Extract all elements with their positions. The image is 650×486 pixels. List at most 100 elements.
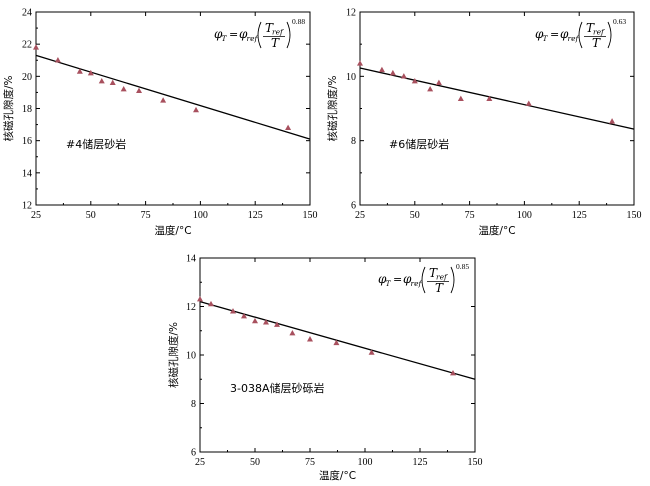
formula-numerator-sub: ref xyxy=(436,273,448,282)
data-point xyxy=(400,73,407,79)
formula-rhs-sub: ref xyxy=(568,34,580,43)
data-point xyxy=(450,369,456,376)
data-point xyxy=(252,317,258,324)
data-point xyxy=(368,349,375,355)
x-tick-label: 75 xyxy=(465,210,475,221)
data-point xyxy=(120,86,127,92)
y-tick-label: 22 xyxy=(22,40,32,51)
panel-label: 3-038A储层砂砾岩 xyxy=(230,381,325,395)
y-tick-label: 10 xyxy=(186,351,196,362)
data-point xyxy=(160,97,167,103)
data-point xyxy=(285,124,292,130)
data-point xyxy=(389,69,396,76)
data-point xyxy=(333,339,340,346)
x-axis-label: 温度/°C xyxy=(478,224,515,237)
x-tick-label: 150 xyxy=(627,210,642,221)
panel-label: #4储层砂岩 xyxy=(66,137,126,151)
data-point xyxy=(263,319,269,325)
formula-exponent: 0.88 xyxy=(292,17,305,26)
y-tick-label: 10 xyxy=(346,72,356,83)
formula-left-paren xyxy=(421,266,426,294)
formula-numerator: T xyxy=(265,21,274,35)
y-axis-label: 核磁孔隙度/% xyxy=(2,75,15,141)
x-tick-label: 25 xyxy=(355,210,365,221)
data-point xyxy=(307,336,313,342)
formula-exponent: 0.63 xyxy=(613,17,626,26)
formula-numerator: T xyxy=(586,21,595,35)
fit-line xyxy=(359,67,635,130)
data-point xyxy=(378,66,385,73)
x-tick-label: 75 xyxy=(141,210,151,221)
formula-lhs: φ xyxy=(378,272,387,286)
data-point xyxy=(609,118,616,124)
data-point xyxy=(241,313,247,319)
y-axis-label: 核磁孔隙度/% xyxy=(326,75,339,141)
formula-denominator: T xyxy=(592,36,601,50)
x-axis-label: 温度/°C xyxy=(319,469,356,482)
y-tick-label: 12 xyxy=(22,201,32,212)
x-tick-label: 150 xyxy=(468,457,483,468)
y-tick-label: 8 xyxy=(191,399,196,410)
formula-right-paren xyxy=(286,21,291,49)
y-tick-label: 14 xyxy=(186,254,196,265)
formula-rhs: φ xyxy=(239,27,248,41)
x-tick-label: 50 xyxy=(250,457,260,468)
formula-numerator-sub: ref xyxy=(272,28,284,37)
formula-rhs-sub: ref xyxy=(247,34,259,43)
fit-line xyxy=(35,54,311,140)
formula-lhs-sub: T xyxy=(222,34,228,43)
chart-1: 25 50 75 100 125 150 12 14 16 18 20 22 24 温度/°C 核磁孔隙度/… xyxy=(2,8,318,238)
x-tick-label: 50 xyxy=(86,210,96,221)
formula-numerator: T xyxy=(429,266,438,280)
y-tick-label: 24 xyxy=(22,8,32,19)
data-point xyxy=(33,44,39,50)
plot-frame xyxy=(35,11,311,206)
y-tick-label: 6 xyxy=(191,448,196,459)
formula-rhs: φ xyxy=(403,272,412,286)
formula-lhs-sub: T xyxy=(543,34,549,43)
y-tick-label: 14 xyxy=(22,168,32,179)
data-point xyxy=(98,77,105,84)
x-tick-label: 125 xyxy=(572,210,587,221)
formula-lhs: φ xyxy=(535,27,544,41)
formula-lhs: φ xyxy=(214,27,223,41)
data-point xyxy=(87,69,94,76)
x-tick-label: 25 xyxy=(31,210,41,221)
data-point xyxy=(435,79,442,85)
x-tick-label: 100 xyxy=(358,457,373,468)
data-point xyxy=(457,95,464,102)
formula-rhs-sub: ref xyxy=(411,279,423,288)
x-tick-label: 50 xyxy=(410,210,420,221)
y-tick-label: 16 xyxy=(22,136,32,147)
data-point xyxy=(274,321,280,327)
data-point xyxy=(289,329,296,336)
formula-lhs-sub: T xyxy=(386,279,392,288)
x-tick-label: 125 xyxy=(248,210,263,221)
data-point xyxy=(427,86,434,92)
formula-right-paren xyxy=(450,266,455,294)
data-point xyxy=(525,100,532,106)
fit-line xyxy=(199,300,476,380)
data-point xyxy=(486,95,493,102)
chart-2: 25 50 75 100 125 150 6 8 10 12 温度/°C 核磁孔隙度/% #6储层砂岩 φ… xyxy=(326,8,642,238)
formula-exponent: 0.85 xyxy=(456,262,469,271)
data-point xyxy=(54,57,61,63)
formula-eq: = xyxy=(393,273,402,286)
y-tick-label: 12 xyxy=(346,8,356,19)
y-tick-label: 6 xyxy=(351,201,356,212)
data-point xyxy=(136,87,143,94)
formula-eq: = xyxy=(229,28,238,41)
y-tick-label: 8 xyxy=(351,136,356,147)
data-point xyxy=(208,300,214,307)
data-point xyxy=(109,79,116,85)
x-tick-label: 100 xyxy=(517,210,532,221)
y-axis-label: 核磁孔隙度/% xyxy=(167,322,180,388)
x-tick-label: 75 xyxy=(305,457,315,468)
panel-label: #6储层砂岩 xyxy=(389,137,449,151)
x-tick-label: 125 xyxy=(413,457,428,468)
formula-left-paren xyxy=(257,21,262,49)
formula-denominator: T xyxy=(435,281,444,295)
